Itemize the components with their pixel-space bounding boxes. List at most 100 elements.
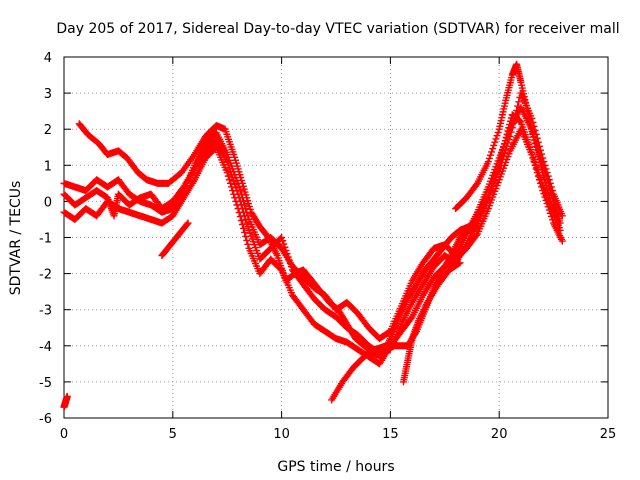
plus-point [502, 145, 510, 153]
plus-point [529, 154, 537, 162]
plus-point [279, 237, 287, 245]
plus-point [541, 178, 549, 186]
plus-point [540, 190, 548, 198]
plus-point [542, 182, 550, 190]
plus-point [286, 259, 294, 267]
plus-point [244, 223, 252, 231]
plus-point [558, 212, 566, 220]
plus-point [542, 196, 550, 204]
y-tick-label: -2 [39, 268, 52, 283]
y-tick-labels: -6 -5 -4 -3 -2 -1 0 1 2 3 4 [39, 51, 52, 427]
series-track-2 [60, 104, 564, 343]
plus-point [225, 176, 233, 184]
plus-point [490, 141, 498, 149]
plus-point [539, 154, 547, 162]
series-track-8 [60, 392, 71, 411]
plus-point [538, 165, 546, 173]
plus-point [534, 152, 542, 160]
plus-point [541, 193, 549, 201]
plus-point [531, 161, 539, 169]
plus-point [547, 183, 555, 191]
plus-point [543, 185, 551, 193]
plus-point [546, 179, 554, 187]
plus-point [547, 213, 555, 221]
data-marks [60, 60, 566, 411]
plus-point [280, 240, 288, 248]
plus-point [530, 136, 538, 144]
plus-point [234, 179, 242, 187]
plus-point [223, 158, 231, 166]
plus-point [278, 234, 286, 241]
plus-point [533, 146, 541, 154]
plus-point [242, 232, 250, 240]
plus-point [537, 162, 545, 170]
series-track-7 [399, 259, 464, 386]
plus-point [535, 176, 543, 184]
plus-point [500, 152, 508, 160]
plus-point [546, 195, 554, 203]
y-tick-label: -5 [39, 376, 52, 391]
y-tick-label: 0 [44, 195, 52, 210]
y-tick-label: -1 [39, 232, 52, 247]
plus-point [545, 191, 553, 199]
plus-point [183, 220, 191, 228]
series-track-1 [75, 111, 560, 361]
plus-point [238, 221, 246, 229]
plus-point [513, 106, 521, 114]
plus-point [233, 201, 241, 209]
y-tick-label: 4 [44, 51, 52, 66]
plus-point [240, 224, 248, 232]
axis-ticks [63, 56, 609, 419]
plus-point [243, 219, 251, 227]
plus-point [226, 167, 234, 175]
plus-point [514, 102, 522, 110]
plus-point [515, 98, 523, 106]
plus-point [493, 132, 501, 140]
plus-point [282, 246, 290, 254]
plus-point [228, 171, 236, 179]
plus-point [281, 243, 289, 251]
plus-point [284, 253, 292, 261]
plus-point [234, 205, 242, 213]
plus-point [508, 124, 516, 132]
plus-point [528, 150, 536, 158]
plus-point [545, 176, 553, 184]
plus-point [277, 265, 285, 273]
plus-point [455, 259, 463, 267]
plus-point [287, 263, 295, 271]
y-tick-label: -6 [39, 412, 52, 427]
plus-point [231, 194, 239, 202]
plus-point [491, 138, 499, 146]
series-track-9 [452, 60, 564, 234]
y-tick-label: 2 [44, 123, 52, 138]
plus-point [283, 250, 291, 258]
plus-point [556, 226, 564, 234]
plus-point [492, 135, 500, 143]
y-tick-label: 1 [44, 159, 52, 174]
plus-point [232, 197, 240, 205]
plus-point [237, 217, 245, 225]
plus-point [540, 172, 548, 180]
plus-point [229, 187, 237, 195]
plus-point [489, 145, 497, 153]
plus-point [241, 228, 249, 236]
plus-point [226, 179, 234, 187]
plus-point [224, 172, 232, 180]
plus-point [531, 139, 539, 147]
plus-point [531, 126, 539, 134]
plus-point [510, 115, 518, 123]
y-axis-label: SDTVAR / TECUs [8, 181, 24, 296]
x-tick-label: 0 [60, 427, 68, 442]
chart-title: Day 205 of 2017, Sidereal Day-to-day VTE… [56, 21, 619, 37]
plus-point [407, 314, 415, 322]
plus-point [537, 179, 545, 187]
plus-point [532, 143, 540, 151]
plus-point [230, 190, 238, 198]
plus-point [506, 132, 514, 140]
plus-point [235, 183, 243, 191]
plus-point [540, 175, 548, 183]
plus-point [539, 187, 547, 195]
x-tick-label: 15 [382, 427, 399, 442]
plus-point [509, 119, 517, 127]
